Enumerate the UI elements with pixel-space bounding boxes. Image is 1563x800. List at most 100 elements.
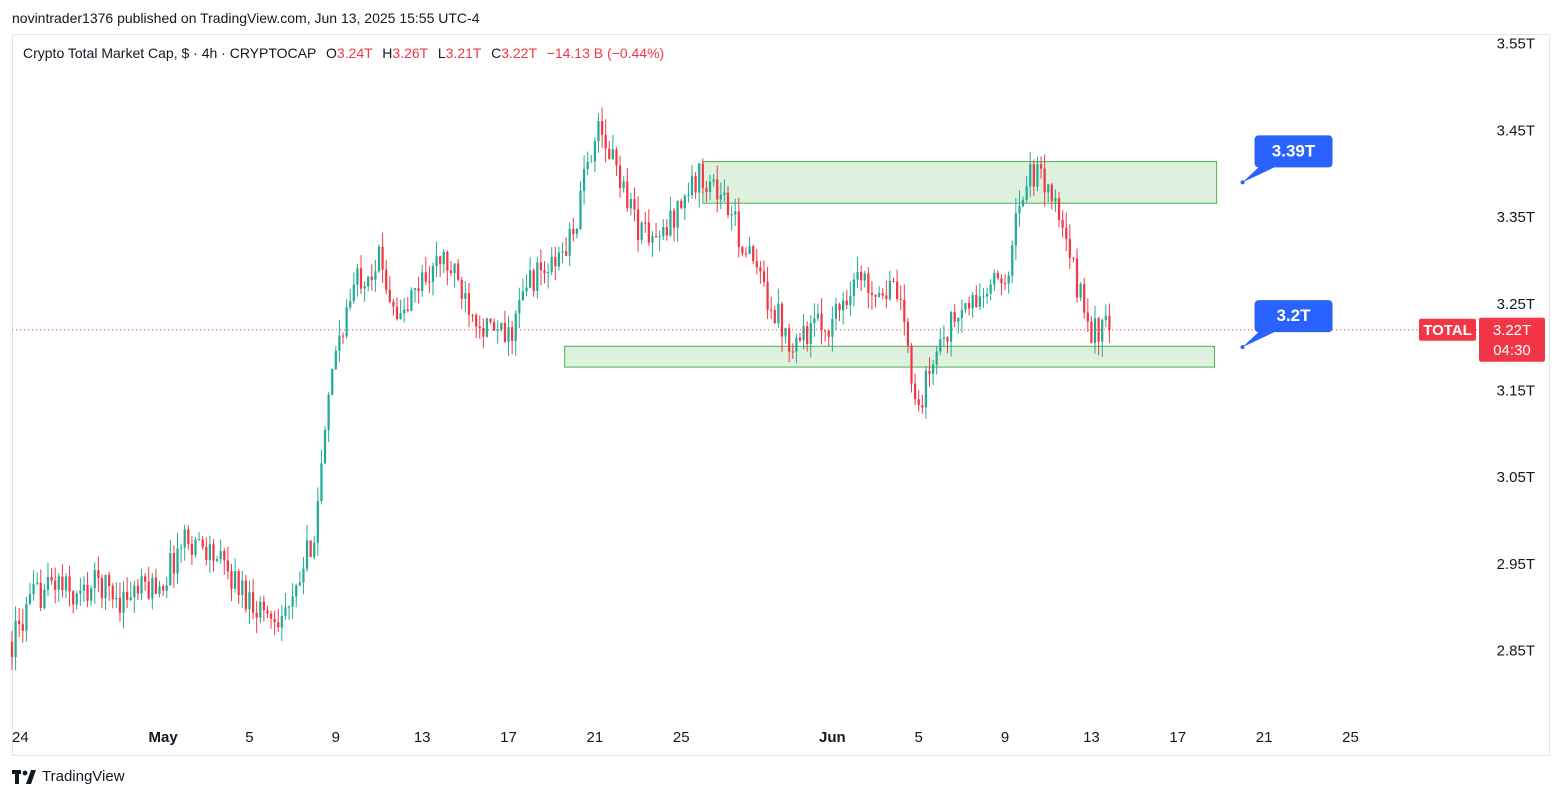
candle[interactable] [482,318,485,349]
candle[interactable] [878,286,881,298]
candle[interactable] [179,543,183,563]
candle[interactable] [852,272,856,307]
candle[interactable] [61,564,64,598]
candle[interactable] [921,394,924,414]
candle[interactable] [500,322,503,332]
candle[interactable] [550,247,553,276]
candle[interactable] [622,176,625,193]
candle[interactable] [32,570,35,601]
candle[interactable] [654,222,658,239]
candle[interactable] [863,270,866,288]
candle[interactable] [449,260,453,277]
candle[interactable] [514,310,517,356]
candle[interactable] [532,268,535,297]
candle[interactable] [21,608,24,643]
candle[interactable] [892,277,895,283]
candle[interactable] [726,185,730,219]
candle[interactable] [309,540,312,558]
candle[interactable] [356,263,359,297]
candle[interactable] [374,259,377,292]
candle[interactable] [906,317,910,353]
candle[interactable] [385,259,388,295]
candle[interactable] [712,173,715,187]
candle[interactable] [1003,274,1007,290]
candle[interactable] [1093,305,1097,354]
candle[interactable] [546,263,550,289]
candle[interactable] [597,113,600,153]
candle[interactable] [251,579,255,620]
candle[interactable] [629,192,632,216]
candle[interactable] [435,241,438,278]
candle[interactable] [1072,256,1075,263]
candle[interactable] [165,577,168,599]
candle[interactable] [809,315,812,358]
candle[interactable] [795,333,798,364]
candle[interactable] [1104,304,1107,328]
candle[interactable] [971,291,974,318]
candle[interactable] [219,539,222,564]
candle[interactable] [1075,248,1079,303]
candle[interactable] [82,576,86,602]
candle[interactable] [197,531,201,541]
candle[interactable] [100,574,104,609]
candle[interactable] [86,572,89,608]
candle[interactable] [1014,198,1017,261]
candle[interactable] [791,343,794,359]
candle[interactable] [453,263,456,288]
candle[interactable] [50,568,53,585]
candle[interactable] [949,310,953,357]
candle[interactable] [446,250,449,286]
legend-symbol[interactable]: Crypto Total Market Cap, $ · 4h · CRYPTO… [23,45,317,61]
candle[interactable] [687,182,690,203]
candle[interactable] [856,256,859,288]
candle[interactable] [1079,282,1082,302]
candle[interactable] [230,563,233,602]
candle[interactable] [1043,154,1046,207]
candle[interactable] [122,581,125,629]
candle[interactable] [604,119,607,163]
last-price-label[interactable]: 3.22T 04:30 [1479,317,1545,362]
candle[interactable] [572,217,575,242]
candle[interactable] [298,571,301,587]
candle[interactable] [755,248,758,275]
candle[interactable] [708,174,712,201]
candle[interactable] [266,605,269,619]
candle[interactable] [946,336,949,354]
candle[interactable] [68,565,71,607]
candle[interactable] [913,373,917,406]
candle[interactable] [824,330,827,342]
candle[interactable] [996,270,999,280]
candle[interactable] [18,607,21,638]
candle[interactable] [561,242,564,264]
candle[interactable] [899,285,902,311]
candle[interactable] [25,596,28,642]
candle[interactable] [967,296,971,316]
candle[interactable] [151,572,154,610]
support-zone[interactable] [564,345,1215,368]
candle[interactable] [982,287,985,308]
candle[interactable] [388,276,391,304]
candle[interactable] [626,167,629,212]
candle[interactable] [788,323,791,363]
candle[interactable] [377,244,381,273]
candle[interactable] [442,248,445,274]
candle[interactable] [1039,156,1043,179]
candle[interactable] [960,299,963,333]
candle[interactable] [590,154,593,163]
candle[interactable] [399,299,402,320]
candle[interactable] [46,562,50,597]
candle[interactable] [493,318,496,331]
candle[interactable] [467,283,471,328]
candle[interactable] [924,366,928,419]
candle[interactable] [867,267,870,309]
candle[interactable] [766,266,769,320]
candle[interactable] [129,581,132,602]
candle[interactable] [784,327,787,344]
candle[interactable] [1018,190,1021,227]
candle[interactable] [111,583,114,609]
candle[interactable] [169,539,172,586]
candle[interactable] [669,196,672,237]
candle[interactable] [672,208,676,242]
candle[interactable] [870,281,874,310]
